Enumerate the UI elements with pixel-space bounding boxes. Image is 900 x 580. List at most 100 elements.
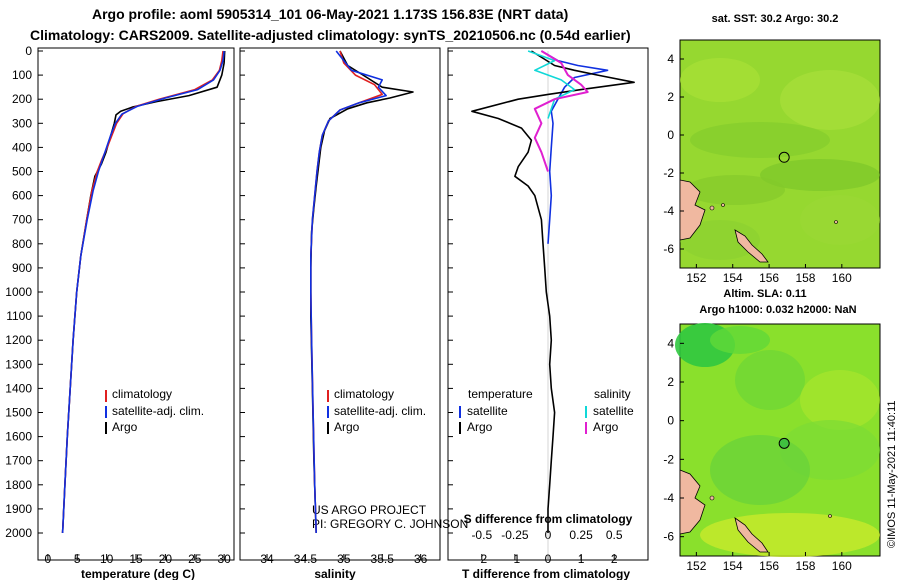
map-ytick-label: -2 xyxy=(663,166,674,180)
difference-legend: temperature satellite Argo salinity sate… xyxy=(459,387,634,434)
t-diff-satellite-line xyxy=(540,50,609,244)
sla-land-south xyxy=(734,517,769,553)
salinity-axis-label: salinity xyxy=(314,567,356,580)
map-xtick-label: 160 xyxy=(832,559,852,573)
map-xtick-label: 152 xyxy=(686,271,706,285)
map-ytick-label: -4 xyxy=(663,204,674,218)
salinity-xtick-label: 35.5 xyxy=(371,552,395,566)
depth-tick-label: 400 xyxy=(12,140,32,154)
map-xtick-label: 154 xyxy=(723,559,743,573)
s-diff-xtick-label: 0.5 xyxy=(606,528,623,542)
chart-marks: 0100200300400500600700800900100011001200… xyxy=(5,44,635,566)
map-xtick-label: 158 xyxy=(795,271,815,285)
s-diff-argo-line xyxy=(533,50,589,172)
sla-island xyxy=(828,514,832,518)
depth-tick-label: 600 xyxy=(12,189,32,203)
sst-map-pattern xyxy=(680,58,880,260)
temperature-xtick-label: 0 xyxy=(45,552,52,566)
map-xtick-label: 160 xyxy=(832,271,852,285)
temperature-xtick-label: 20 xyxy=(159,552,173,566)
map-ytick-label: -4 xyxy=(663,491,674,505)
argo-location-marker xyxy=(778,437,790,449)
salinity-xtick-label: 34.5 xyxy=(294,552,318,566)
depth-tick-label: 2000 xyxy=(5,526,32,540)
depth-tick-label: 1100 xyxy=(6,309,32,323)
legend-climatology-label: climatology xyxy=(334,387,394,401)
map-ytick-label: 2 xyxy=(667,90,674,104)
t-diff-xtick-label: 1 xyxy=(578,552,585,566)
sla-map-axes: 152 154 156 158 160 4 2 0 -2 -4 -6 xyxy=(663,336,852,573)
map-xtick-label: 154 xyxy=(723,271,743,285)
depth-tick-label: 1500 xyxy=(5,406,32,420)
map-xtick-label: 158 xyxy=(795,559,815,573)
depth-tick-label: 900 xyxy=(12,261,32,275)
map-ytick-label: -6 xyxy=(663,530,674,544)
map-ytick-label: 4 xyxy=(667,52,674,66)
t-diff-xtick-label: 2 xyxy=(611,552,618,566)
legend-temp-argo-label: Argo xyxy=(467,420,493,434)
temperature-xtick-label: 5 xyxy=(74,552,81,566)
depth-tick-label: 1800 xyxy=(5,478,32,492)
depth-tick-label: 200 xyxy=(12,92,32,106)
sst-map-axes: 152 154 156 158 160 4 2 0 -2 -4 -6 xyxy=(663,52,852,285)
profile-title: Argo profile: aoml 5905314_101 06-May-20… xyxy=(92,6,569,22)
depth-tick-label: 1200 xyxy=(5,333,32,347)
map-ytick-label: 4 xyxy=(667,336,674,350)
depth-tick-label: 1300 xyxy=(5,357,32,371)
sst-land-south xyxy=(734,229,769,263)
salinity-satellite-line xyxy=(309,50,387,534)
sla-land-west xyxy=(679,469,706,535)
legend-temperature-title: temperature xyxy=(468,387,533,401)
sst-map-title: sat. SST: 30.2 Argo: 30.2 xyxy=(712,13,839,25)
map-ytick-label: 0 xyxy=(667,414,674,428)
sst-island xyxy=(721,203,725,207)
salinity-xtick-label: 35 xyxy=(337,552,351,566)
salinity-climatology-line xyxy=(309,50,384,534)
legend-temp-satellite-label: satellite xyxy=(467,404,508,418)
map-ytick-label: -6 xyxy=(663,242,674,256)
map-xtick-label: 156 xyxy=(759,271,779,285)
sst-island xyxy=(834,220,838,224)
sst-island xyxy=(709,205,715,211)
argo-location-marker xyxy=(778,151,790,163)
depth-tick-label: 1900 xyxy=(5,502,32,516)
t-diff-xtick-label: -2 xyxy=(476,552,487,566)
temperature-xtick-label: 30 xyxy=(217,552,231,566)
sst-land-west xyxy=(679,179,706,241)
legend-sal-satellite-label: satellite xyxy=(593,404,634,418)
t-difference-axis-label: T difference from climatology xyxy=(462,567,630,580)
s-diff-xtick-label: 0.25 xyxy=(569,528,593,542)
legend-salinity-title: salinity xyxy=(594,387,631,401)
s-diff-xtick-label: -0.5 xyxy=(471,528,492,542)
sla-title-line2: Argo h1000: 0.032 h2000: NaN xyxy=(699,304,856,316)
depth-tick-label: 500 xyxy=(12,165,32,179)
map-ytick-label: 2 xyxy=(667,375,674,389)
depth-tick-label: 1000 xyxy=(5,285,32,299)
depth-tick-label: 0 xyxy=(25,44,32,58)
salinity-xtick-label: 34 xyxy=(260,552,274,566)
depth-tick-label: 800 xyxy=(12,237,32,251)
salinity-panel-frame xyxy=(239,47,441,561)
sla-island xyxy=(709,495,715,501)
temperature-xtick-label: 25 xyxy=(188,552,202,566)
legend-satellite-label: satellite-adj. clim. xyxy=(334,404,426,418)
sla-map-pattern xyxy=(675,323,880,557)
legend-sal-argo-label: Argo xyxy=(593,420,619,434)
depth-tick-label: 1600 xyxy=(5,430,32,444)
imos-timestamp: ©IMOS 11-May-2021 11:40:11 xyxy=(886,400,898,548)
salinity-legend: climatology satellite-adj. clim. Argo xyxy=(327,387,426,434)
map-xtick-label: 152 xyxy=(686,559,706,573)
depth-tick-label: 300 xyxy=(12,116,32,130)
depth-tick-label: 100 xyxy=(12,68,32,82)
depth-tick-label: 700 xyxy=(12,213,32,227)
t-diff-argo-line xyxy=(471,50,635,533)
depth-tick-label: 1400 xyxy=(5,381,32,395)
temperature-argo-line xyxy=(61,50,226,534)
temperature-xtick-label: 10 xyxy=(100,552,114,566)
sla-map: Altim. SLA: 0.11 Argo h1000: 0.032 h2000… xyxy=(663,288,881,573)
sla-title-line1: Altim. SLA: 0.11 xyxy=(723,288,806,300)
sst-map: sat. SST: 30.2 Argo: 30.2 152 154 156 158 16… xyxy=(663,13,881,285)
temperature-satellite-line xyxy=(61,50,225,534)
pi-label: PI: GREGORY C. JOHNSON xyxy=(312,517,468,531)
